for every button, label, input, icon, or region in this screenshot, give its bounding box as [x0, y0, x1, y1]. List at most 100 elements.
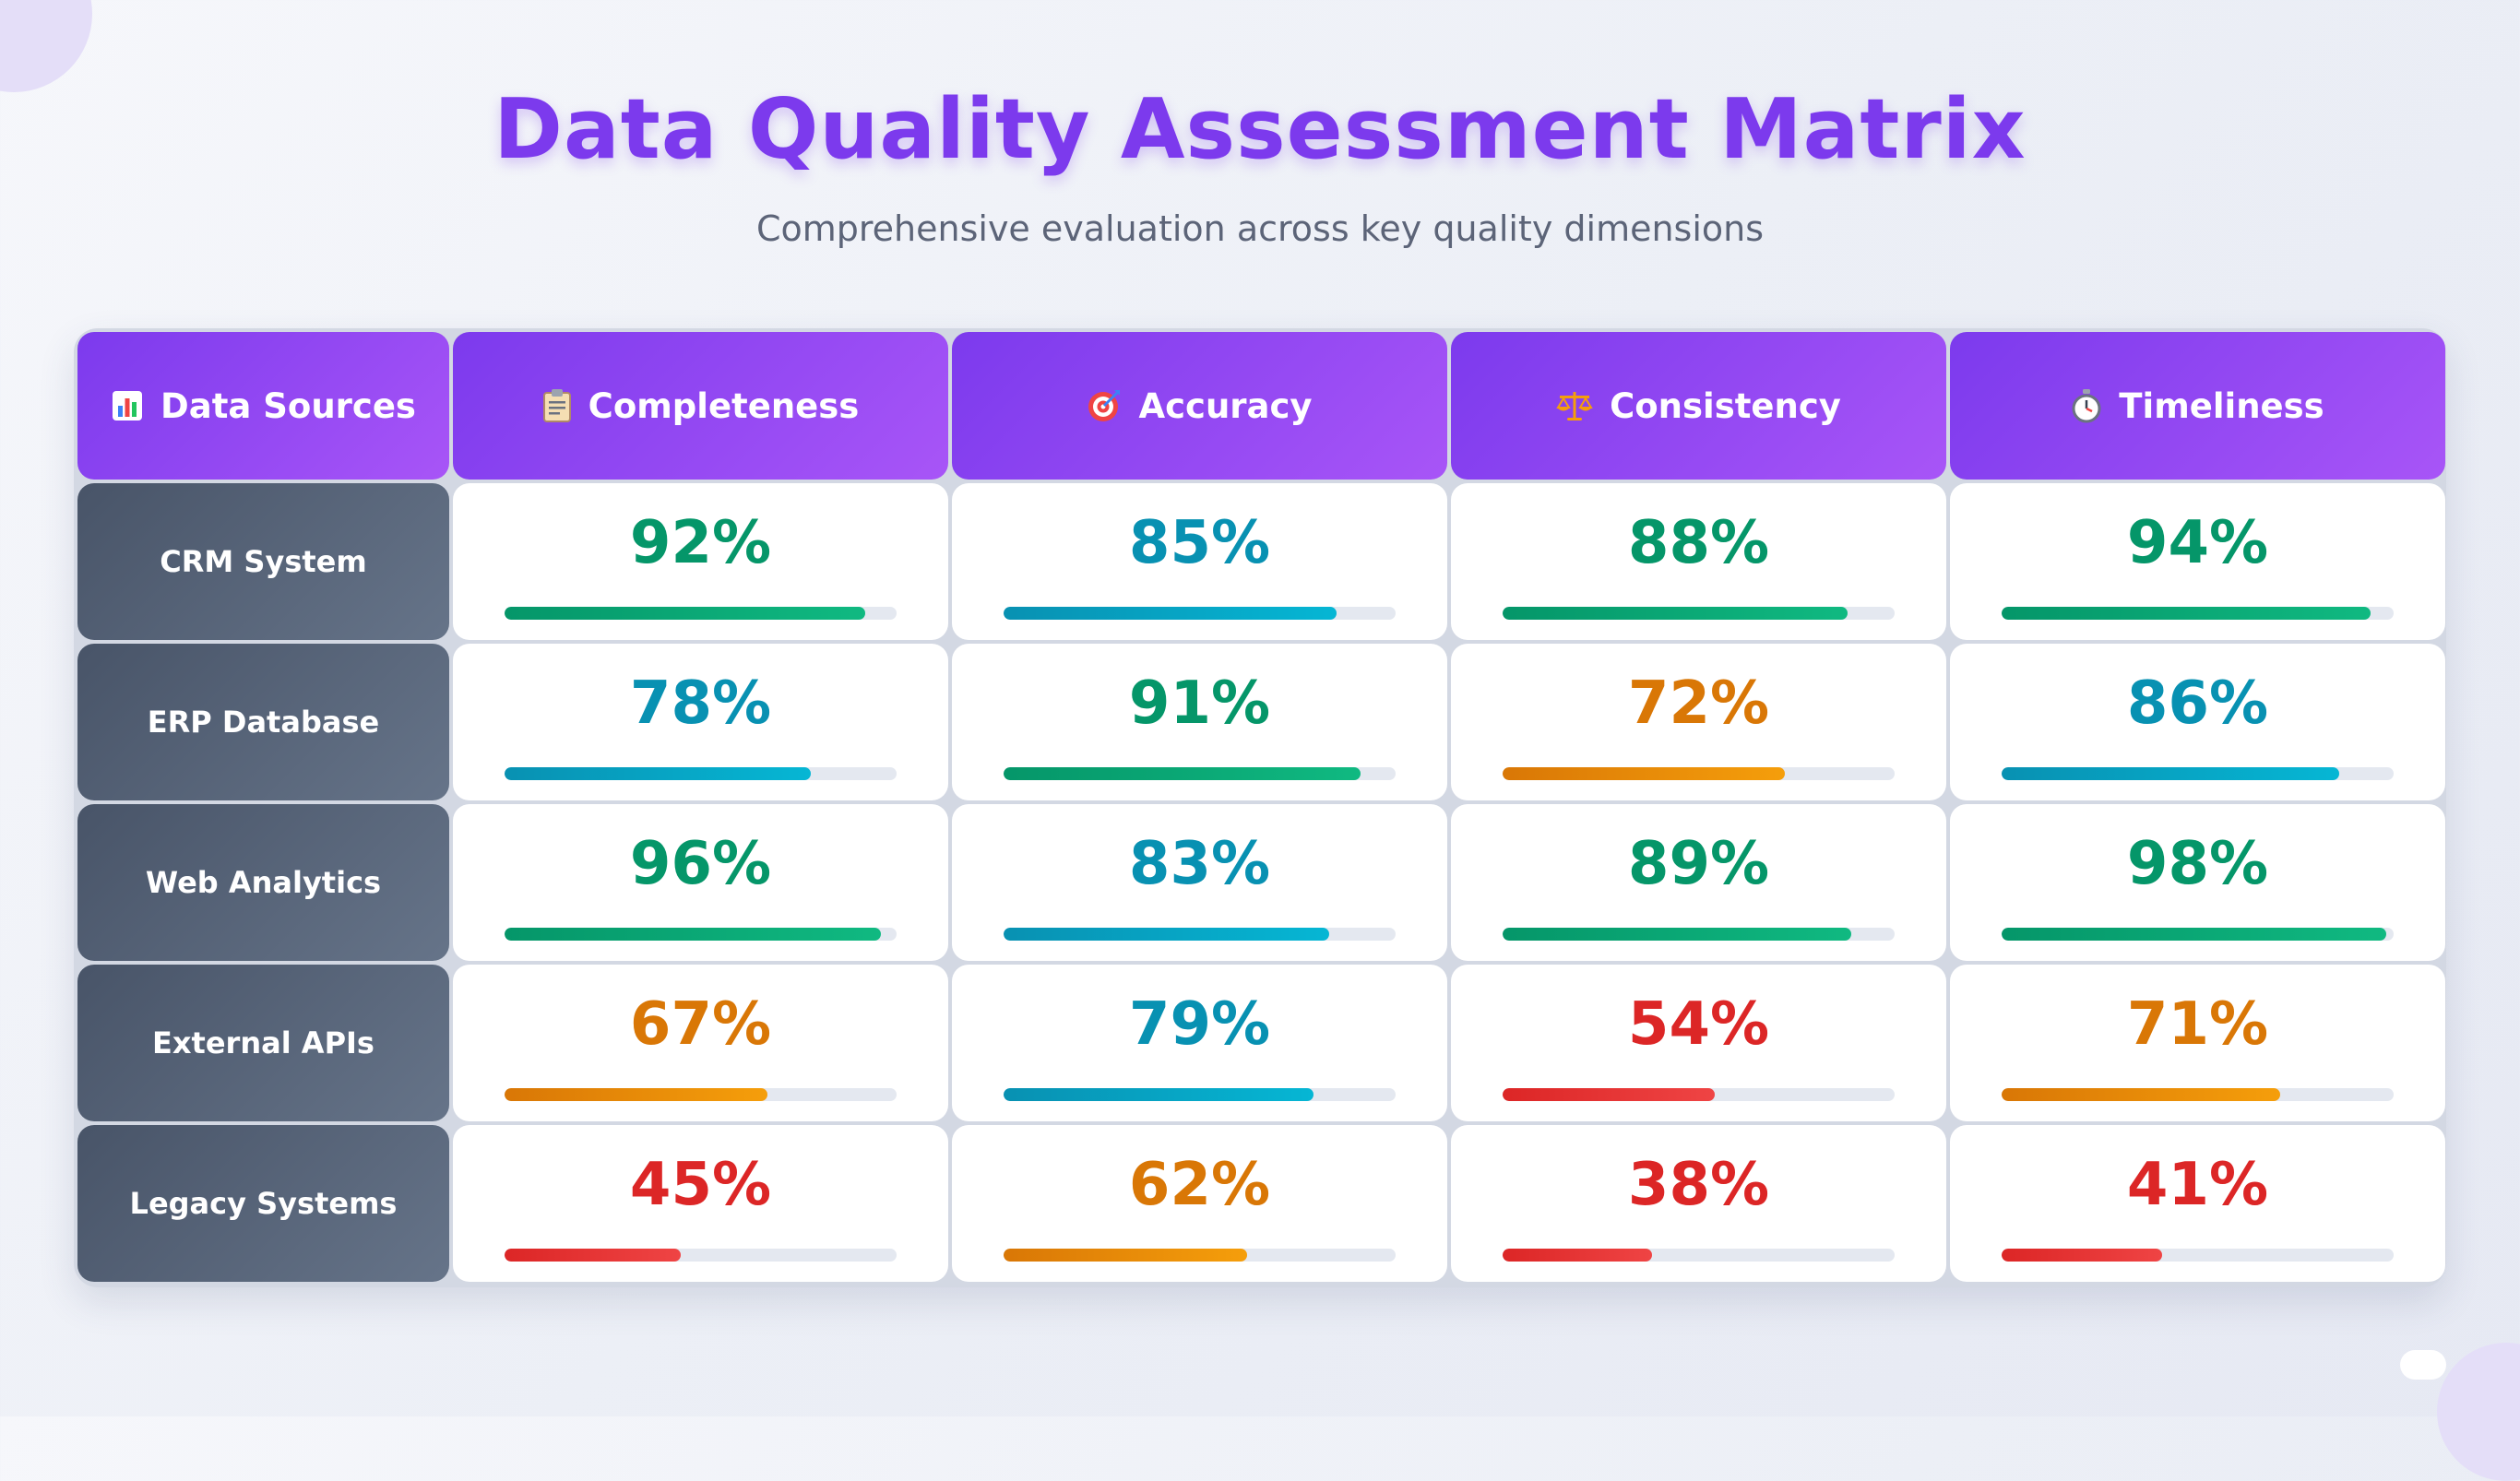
page-title: Data Quality Assessment Matrix: [493, 81, 2027, 178]
column-header-consistency: Consistency: [1451, 332, 1946, 480]
score-cell: 72%: [1451, 644, 1946, 800]
progress-fill: [2002, 1249, 2163, 1262]
score-cell: 79%: [952, 965, 1447, 1121]
progress-fill: [2002, 1088, 2280, 1101]
progress-fill: [505, 928, 881, 941]
column-header-label: Completeness: [588, 385, 860, 426]
score-cell: 54%: [1451, 965, 1946, 1121]
score-value: 71%: [2126, 990, 2269, 1059]
progress-fill: [1503, 607, 1848, 620]
progress-fill: [1004, 928, 1329, 941]
score-cell: 41%: [1950, 1125, 2445, 1282]
score-cell: 71%: [1950, 965, 2445, 1121]
score-value: 41%: [2126, 1151, 2269, 1219]
progress-track: [1503, 1249, 1895, 1262]
decorative-pill: [2400, 1350, 2446, 1380]
progress-fill: [1004, 1249, 1247, 1262]
score-value: 92%: [629, 509, 772, 577]
row-header-external-apis: External APIs: [77, 965, 449, 1121]
score-value: 72%: [1627, 669, 1770, 738]
progress-fill: [505, 1249, 682, 1262]
scales-icon: [1556, 389, 1593, 422]
decorative-circle-top-left: [0, 0, 92, 92]
progress-track: [1503, 607, 1895, 620]
progress-track: [1503, 767, 1895, 780]
score-cell: 86%: [1950, 644, 2445, 800]
progress-fill: [505, 1088, 767, 1101]
score-cell: 98%: [1950, 804, 2445, 961]
progress-track: [2002, 1088, 2394, 1101]
bar-chart-icon: [111, 389, 144, 422]
column-header-accuracy: Accuracy: [952, 332, 1447, 480]
progress-track: [1004, 1249, 1396, 1262]
progress-track: [505, 767, 897, 780]
progress-track: [2002, 607, 2394, 620]
row-header-erp-database: ERP Database: [77, 644, 449, 800]
progress-fill: [1004, 607, 1337, 620]
page-subtitle: Comprehensive evaluation across key qual…: [755, 208, 1765, 249]
row-header-crm-system: CRM System: [77, 483, 449, 640]
progress-track: [505, 928, 897, 941]
progress-track: [2002, 928, 2394, 941]
progress-track: [505, 607, 897, 620]
score-cell: 78%: [453, 644, 948, 800]
score-value: 86%: [2126, 669, 2269, 738]
progress-fill: [1503, 928, 1852, 941]
column-header-label: Data Sources: [160, 385, 416, 426]
progress-fill: [2002, 928, 2386, 941]
score-cell: 45%: [453, 1125, 948, 1282]
score-cell: 85%: [952, 483, 1447, 640]
score-value: 88%: [1627, 509, 1770, 577]
column-header-label: Timeliness: [2119, 385, 2324, 426]
column-header-label: Accuracy: [1138, 385, 1313, 426]
score-value: 96%: [629, 830, 772, 898]
score-value: 79%: [1128, 990, 1271, 1059]
progress-fill: [2002, 607, 2371, 620]
progress-track: [505, 1249, 897, 1262]
score-value: 85%: [1128, 509, 1271, 577]
score-cell: 89%: [1451, 804, 1946, 961]
score-value: 83%: [1128, 830, 1271, 898]
progress-fill: [1004, 1088, 1313, 1101]
column-header-label: Consistency: [1610, 385, 1841, 426]
progress-track: [1004, 767, 1396, 780]
progress-fill: [505, 607, 865, 620]
progress-track: [1004, 1088, 1396, 1101]
progress-fill: [1004, 767, 1361, 780]
score-cell: 91%: [952, 644, 1447, 800]
score-value: 89%: [1627, 830, 1770, 898]
progress-fill: [505, 767, 811, 780]
score-value: 54%: [1627, 990, 1770, 1059]
score-cell: 94%: [1950, 483, 2445, 640]
score-value: 98%: [2126, 830, 2269, 898]
progress-track: [1004, 928, 1396, 941]
progress-fill: [1503, 1088, 1715, 1101]
score-cell: 83%: [952, 804, 1447, 961]
score-value: 62%: [1128, 1151, 1271, 1219]
score-value: 94%: [2126, 509, 2269, 577]
score-value: 78%: [629, 669, 772, 738]
progress-track: [1503, 1088, 1895, 1101]
progress-track: [505, 1088, 897, 1101]
stopwatch-icon: [2071, 388, 2102, 423]
score-value: 38%: [1627, 1151, 1770, 1219]
score-value: 91%: [1128, 669, 1271, 738]
score-cell: 67%: [453, 965, 948, 1121]
progress-fill: [2002, 767, 2339, 780]
score-cell: 88%: [1451, 483, 1946, 640]
decorative-circle-bottom-right: [2437, 1343, 2520, 1481]
score-cell: 62%: [952, 1125, 1447, 1282]
column-header-data-sources: Data Sources: [77, 332, 449, 480]
progress-track: [1004, 607, 1396, 620]
progress-track: [2002, 1249, 2394, 1262]
score-value: 67%: [629, 990, 772, 1059]
score-cell: 38%: [1451, 1125, 1946, 1282]
progress-track: [1503, 928, 1895, 941]
target-icon: [1087, 388, 1122, 423]
column-header-completeness: Completeness: [453, 332, 948, 480]
column-header-timeliness: Timeliness: [1950, 332, 2445, 480]
score-cell: 92%: [453, 483, 948, 640]
score-value: 45%: [629, 1151, 772, 1219]
row-header-legacy-systems: Legacy Systems: [77, 1125, 449, 1282]
quality-matrix: Data Sources Completeness Accurac: [74, 328, 2446, 1287]
